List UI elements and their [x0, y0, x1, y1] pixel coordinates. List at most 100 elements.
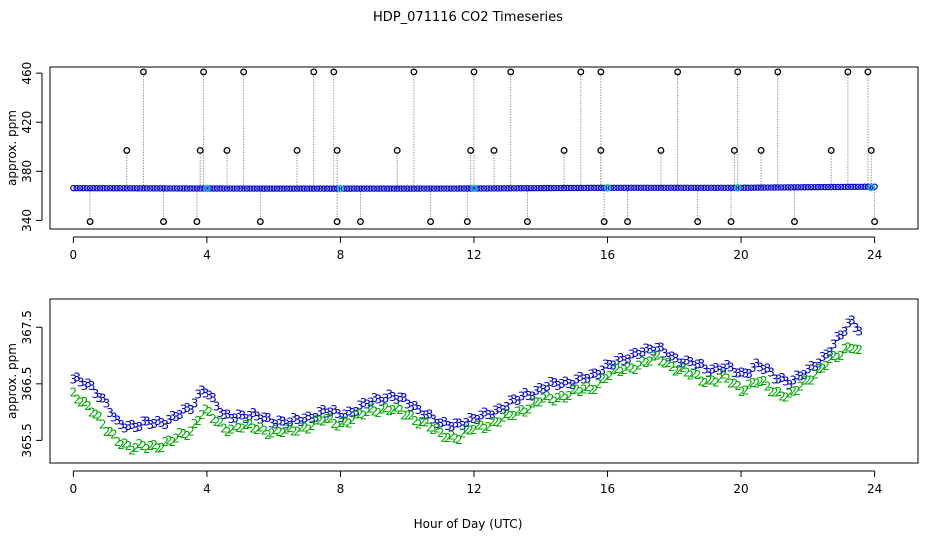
series-2-point: 2	[389, 403, 397, 417]
series-2-point: 2	[261, 423, 269, 437]
baseline-point	[547, 184, 554, 192]
x-tick-label: 20	[733, 482, 748, 496]
series-3-point: 3	[367, 395, 375, 409]
x-tick-label: 0	[70, 482, 78, 496]
series-3-point: 3	[327, 405, 335, 419]
series-2-point: 2	[327, 412, 335, 426]
baseline-point	[807, 183, 815, 191]
series-2-point: 2	[558, 389, 566, 403]
baseline-point	[530, 184, 538, 192]
baseline-point	[761, 184, 768, 191]
series-3-point: 3	[103, 397, 111, 411]
baseline-point	[794, 184, 802, 191]
spike-point	[310, 68, 318, 76]
series-3-point: 3	[132, 421, 140, 435]
series-2-point: 2	[334, 419, 342, 433]
baseline-point	[814, 183, 822, 191]
baseline-point	[480, 185, 488, 192]
series-3-point: 3	[657, 340, 665, 354]
cyan-point	[336, 184, 345, 193]
baseline-point	[828, 183, 835, 191]
baseline-point	[824, 183, 832, 191]
series-3-point: 3	[668, 350, 676, 364]
series-2-point: 2	[529, 396, 537, 410]
series-2-point: 2	[488, 415, 496, 429]
baseline-point	[93, 184, 100, 192]
series-3-point: 3	[554, 379, 562, 393]
series-3-point: 3	[507, 393, 515, 407]
spike-point	[86, 218, 94, 226]
series-3-point: 3	[294, 413, 302, 427]
series-3-point: 3	[742, 367, 750, 381]
series-3-point: 3	[183, 401, 191, 415]
series-3-point: 3	[477, 408, 485, 422]
baseline-point	[320, 185, 327, 192]
series-3-point: 3	[562, 374, 570, 388]
series-3-point: 3	[433, 417, 441, 431]
baseline-point	[644, 184, 651, 191]
baseline-point	[237, 185, 244, 192]
baseline-point	[467, 185, 474, 192]
baseline-point	[490, 185, 498, 192]
baseline-point	[731, 184, 738, 191]
baseline-point	[614, 184, 621, 191]
series-2-point: 2	[775, 385, 783, 399]
series-3-point: 3	[209, 391, 217, 405]
baseline-point	[197, 185, 204, 192]
spike-point	[223, 147, 231, 154]
baseline-point	[477, 185, 484, 192]
series-2-point: 2	[272, 423, 280, 437]
series-2-point: 2	[661, 357, 669, 371]
series-2-point: 2	[518, 403, 526, 417]
baseline-point	[570, 184, 578, 192]
spike-point	[727, 218, 735, 226]
baseline-point	[223, 185, 231, 192]
spike-point	[864, 68, 872, 76]
series-3-point: 3	[242, 412, 250, 426]
series-2-point: 2	[209, 412, 217, 426]
series-2-point: 2	[422, 415, 430, 429]
series-2-point: 2	[698, 374, 706, 388]
series-3-point: 3	[587, 368, 595, 382]
series-3-point: 3	[602, 358, 610, 372]
spike-point	[193, 218, 201, 226]
series-3-point: 3	[819, 350, 827, 364]
series-3-point: 3	[613, 354, 621, 368]
series-3-point: 3	[609, 359, 617, 373]
series-3-point: 3	[488, 408, 496, 422]
series-3-point: 3	[147, 418, 155, 432]
series-3-point: 3	[775, 373, 783, 387]
series-2-point: 2	[547, 392, 555, 406]
series-2-point: 2	[631, 363, 639, 377]
baseline-point	[777, 184, 785, 191]
series-3-point: 3	[642, 342, 650, 356]
series-2-point: 2	[562, 391, 570, 405]
series-3-point: 3	[70, 372, 78, 386]
cyan-point	[203, 184, 211, 193]
series-2-point: 2	[290, 424, 298, 438]
baseline-point	[283, 185, 291, 192]
baseline-point	[410, 185, 418, 192]
baseline-point	[317, 185, 324, 192]
baseline-point	[407, 185, 414, 192]
spike-point	[160, 218, 167, 226]
baseline-point	[103, 185, 110, 192]
series-3-point: 3	[95, 391, 103, 405]
series-3-point: 3	[709, 362, 717, 376]
baseline-point	[106, 185, 114, 192]
series-3-point: 3	[466, 411, 474, 425]
baseline-point	[597, 184, 605, 192]
series-2-point: 2	[286, 421, 294, 435]
series-3-point: 3	[536, 381, 544, 395]
series-3-point: 3	[426, 408, 434, 422]
series-2-point: 2	[554, 391, 562, 405]
series-3-point: 3	[815, 357, 823, 371]
baseline-point	[96, 185, 104, 192]
y-tick-label: 340	[20, 209, 34, 232]
series-3-point: 3	[352, 405, 360, 419]
baseline-point	[717, 184, 725, 191]
baseline-point	[430, 185, 438, 192]
baseline-point	[611, 184, 618, 191]
spike-point	[774, 68, 782, 76]
